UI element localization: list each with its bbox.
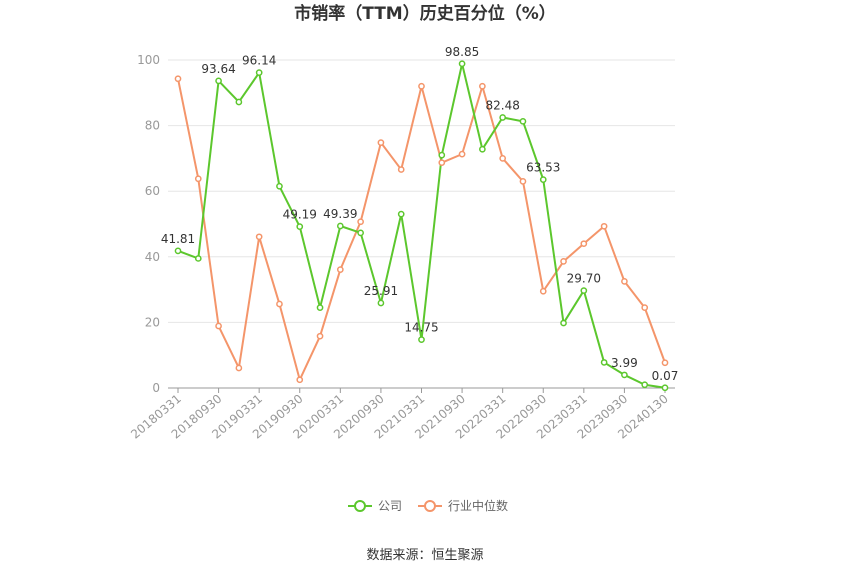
data-point: [296, 376, 304, 384]
data-label: 29.70: [567, 272, 601, 286]
y-tick-label: 80: [145, 119, 160, 133]
data-point: [600, 359, 608, 366]
data-point: [479, 145, 486, 153]
y-tick-label: 0: [152, 381, 160, 395]
data-point: [539, 176, 547, 183]
data-point: [357, 218, 364, 226]
data-point: [539, 287, 547, 295]
data-point: [255, 233, 263, 241]
data-point: [215, 77, 222, 85]
data-point: [479, 82, 486, 90]
legend-label: 行业中位数: [448, 498, 508, 513]
data-point: [316, 304, 324, 311]
data-point: [235, 364, 243, 372]
data-point: [560, 258, 567, 265]
data-label: 98.85: [445, 45, 479, 59]
data-label: 41.81: [161, 232, 195, 246]
data-point: [174, 247, 182, 255]
legend-marker: [424, 500, 436, 512]
data-point: [519, 117, 527, 125]
data-point: [560, 319, 567, 327]
data-point: [499, 114, 507, 121]
data-point: [661, 359, 669, 367]
data-label: 0.07: [652, 369, 679, 383]
data-label: 96.14: [242, 54, 276, 68]
data-point: [194, 175, 202, 183]
data-point: [641, 304, 649, 311]
data-point: [397, 166, 405, 173]
data-labels: 41.81 93.64 96.14 49.19 49.39 25.91 14.75 98.85…: [161, 45, 679, 383]
data-point: [418, 82, 425, 90]
data-point: [235, 98, 243, 106]
data-point: [621, 278, 628, 285]
data-point: [458, 150, 466, 158]
data-points: [174, 60, 669, 392]
grid: [168, 59, 675, 323]
y-tick-label: 40: [145, 250, 160, 264]
chart-title: 市销率（TTM）历史百分位（%）: [294, 3, 556, 24]
data-label: 49.39: [323, 207, 357, 221]
data-label: 93.64: [201, 62, 235, 76]
data-label: 82.48: [485, 98, 519, 112]
data-point: [621, 371, 628, 379]
legend-marker: [354, 500, 366, 512]
data-label: 14.75: [404, 321, 438, 335]
data-point: [336, 222, 344, 230]
data-point: [499, 155, 507, 162]
data-point: [174, 75, 182, 83]
data-point: [377, 139, 385, 147]
data-point: [438, 151, 446, 159]
y-tick-label: 20: [145, 315, 160, 329]
data-point: [377, 299, 385, 307]
data-label: 25.91: [364, 284, 398, 298]
data-point: [194, 255, 202, 262]
data-point: [661, 384, 669, 392]
data-point: [600, 222, 608, 230]
data-point: [458, 60, 466, 68]
data-point: [336, 266, 344, 273]
y-tick-label: 100: [137, 53, 160, 67]
data-point: [215, 322, 222, 330]
legend-label: 公司: [378, 499, 402, 513]
data-point: [580, 240, 588, 248]
data-label: 63.53: [526, 161, 560, 175]
data-point: [397, 210, 405, 218]
source-note: 数据来源：恒生聚源: [366, 548, 483, 563]
data-point: [276, 300, 283, 308]
data-point: [641, 381, 649, 389]
data-point: [255, 69, 263, 77]
data-label: 3.99: [611, 356, 638, 370]
data-point: [519, 178, 527, 185]
data-point: [357, 229, 364, 237]
data-point: [580, 287, 588, 294]
axes: 0204060801002018033120180930201903312019…: [128, 53, 675, 442]
data-point: [418, 336, 425, 343]
data-label: 49.19: [283, 208, 317, 222]
y-tick-label: 60: [145, 184, 160, 198]
data-point: [296, 223, 304, 231]
data-point: [438, 159, 446, 167]
legend: 公司 行业中位数: [348, 498, 508, 513]
data-point: [316, 332, 324, 340]
data-point: [276, 182, 283, 190]
